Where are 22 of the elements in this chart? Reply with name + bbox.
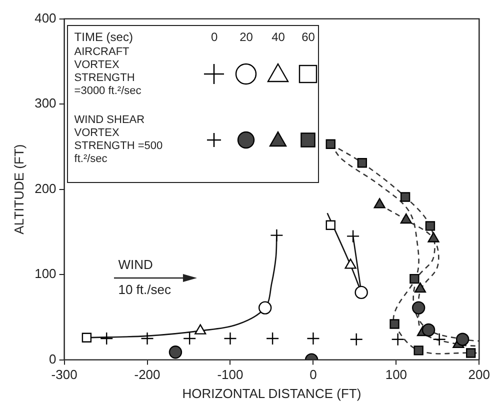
x-tick-label: -100 bbox=[217, 367, 244, 382]
x-tick-label: 200 bbox=[468, 367, 490, 382]
y-tick-label: 400 bbox=[34, 10, 56, 26]
annotation: AIRCRAFT VORTEX STRENGTH =3000 ft.²/sec bbox=[74, 46, 142, 98]
y-tick-label: 300 bbox=[34, 96, 56, 111]
annotation: 40 bbox=[270, 30, 286, 44]
x-tick-label: -300 bbox=[51, 367, 78, 382]
x-tick-label: -200 bbox=[134, 367, 160, 382]
annotation: 60 bbox=[300, 30, 316, 44]
legend-title: TIME (sec) bbox=[74, 30, 133, 44]
annotation: 20 bbox=[238, 30, 254, 44]
x-tick-label: 0 bbox=[310, 367, 317, 382]
annotation: WIND bbox=[118, 256, 153, 272]
y-axis-title: ALTITUDE (FT) bbox=[11, 144, 26, 234]
annotation: 10 ft./sec bbox=[118, 282, 171, 298]
x-axis-title: HORIZONTAL DISTANCE (FT) bbox=[182, 386, 362, 401]
annotation: WIND SHEAR VORTEX STRENGTH =500 ft.²/sec bbox=[74, 114, 164, 166]
x-tick-label: 100 bbox=[385, 367, 408, 382]
y-tick-label: 100 bbox=[34, 266, 56, 282]
y-tick-label: 200 bbox=[34, 180, 56, 196]
annotation: 0 bbox=[210, 30, 219, 44]
y-tick-label: 0 bbox=[49, 351, 56, 366]
